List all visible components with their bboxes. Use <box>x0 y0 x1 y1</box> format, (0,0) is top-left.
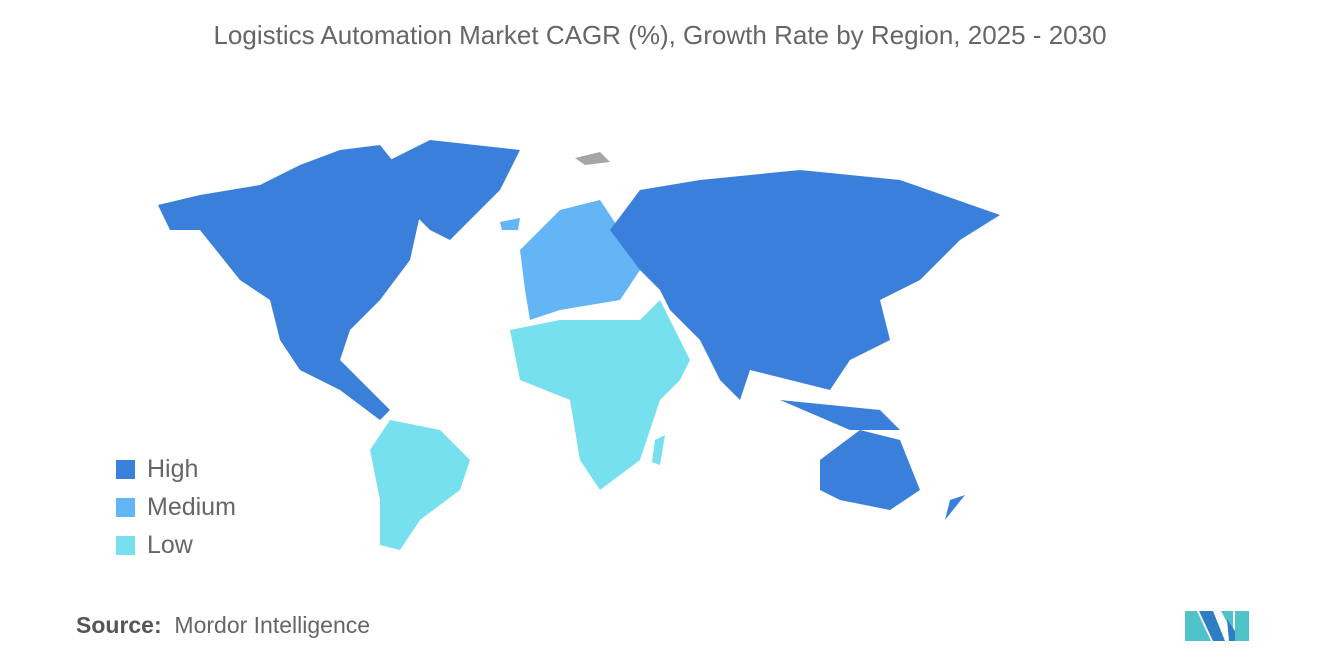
region-middle-east-africa <box>510 300 690 490</box>
region-svalbard <box>575 152 610 165</box>
region-iceland <box>500 218 520 230</box>
region-australia <box>820 430 920 510</box>
chart-title: Logistics Automation Market CAGR (%), Gr… <box>213 20 1107 50</box>
legend-item-high: High <box>116 450 236 488</box>
region-southeast-asia <box>780 400 900 430</box>
source-value: Mordor Intelligence <box>174 612 371 638</box>
mordor-logo <box>1185 611 1249 641</box>
region-new-zealand <box>945 495 965 520</box>
legend-label: Low <box>147 530 193 559</box>
region-south-america <box>370 420 470 550</box>
region-north-america <box>158 145 420 420</box>
region-asia <box>610 170 1000 400</box>
legend-swatch <box>116 535 135 555</box>
legend-swatch <box>116 497 135 517</box>
legend-swatch <box>116 459 135 479</box>
legend-label: Medium <box>147 492 236 521</box>
legend: High Medium Low <box>116 450 236 564</box>
world-map <box>158 140 1000 550</box>
region-greenland <box>390 140 520 240</box>
legend-item-low: Low <box>116 526 236 564</box>
source: Source: Mordor Intelligence <box>76 612 370 639</box>
legend-label: High <box>147 454 199 483</box>
source-label: Source: <box>76 612 162 638</box>
region-madagascar <box>652 435 665 465</box>
legend-item-medium: Medium <box>116 488 236 526</box>
